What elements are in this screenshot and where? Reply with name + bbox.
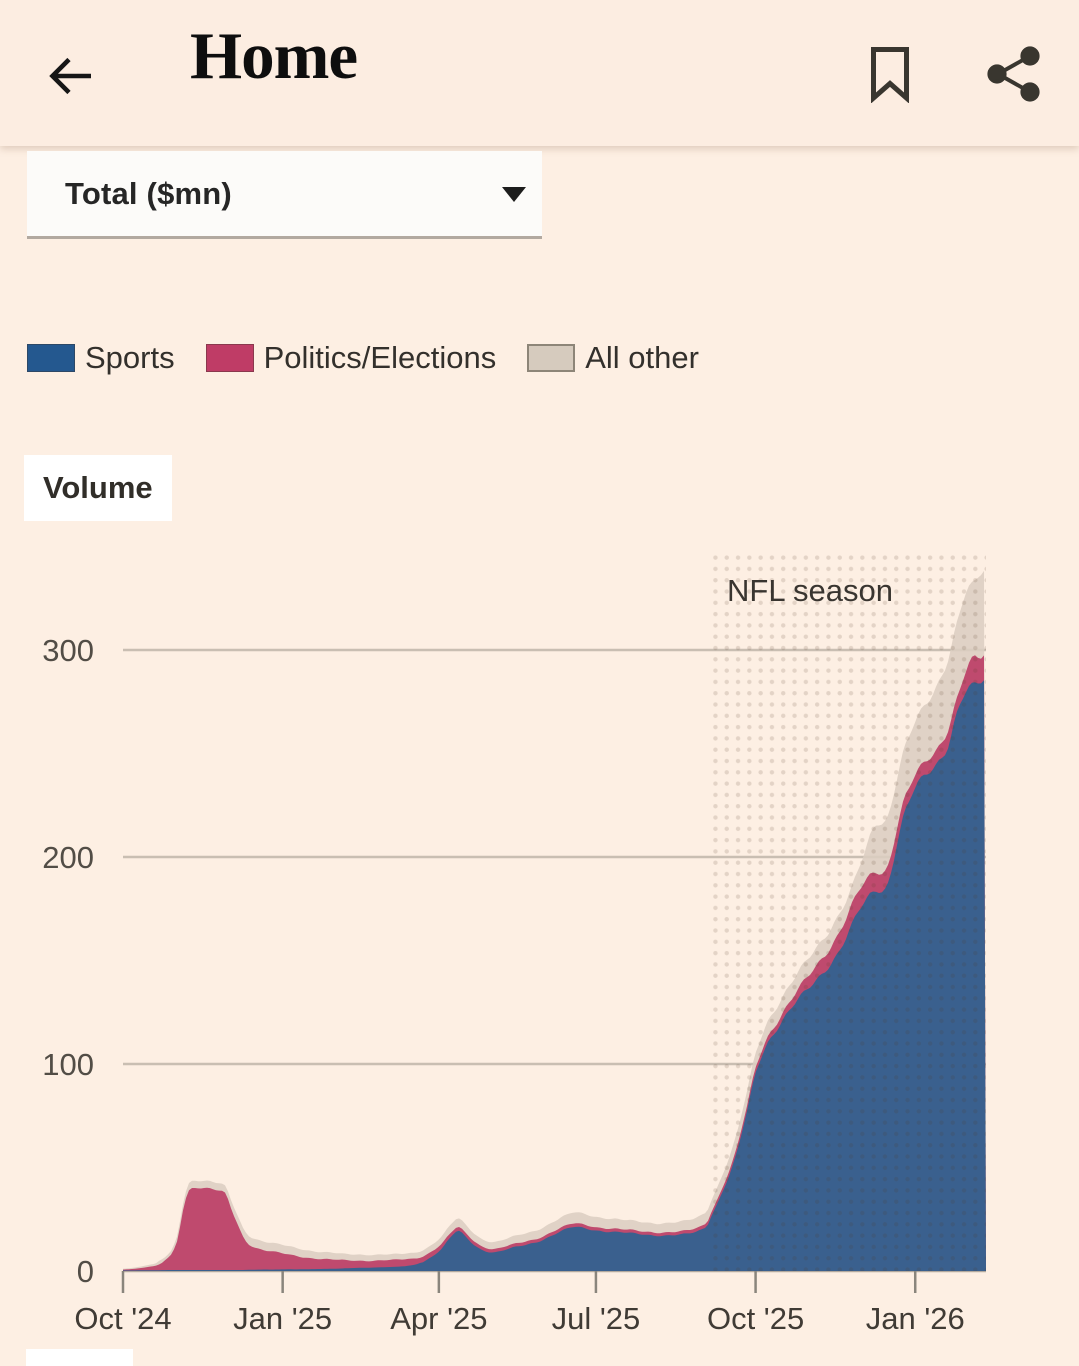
y-axis-label: 100 (42, 1047, 94, 1082)
y-axis-label: 300 (42, 633, 94, 668)
x-axis-label: Oct '25 (707, 1301, 804, 1336)
page-title: Home (190, 19, 358, 93)
nfl-season-annotation: NFL season (727, 573, 893, 608)
chart-legend: Sports Politics/Elections All other (27, 340, 730, 376)
politics-swatch (205, 344, 254, 372)
x-axis-label: Apr '25 (390, 1301, 487, 1336)
x-axis-label: Jan '26 (866, 1301, 965, 1336)
legend-label: All other (585, 340, 699, 375)
partial-next-element (26, 1349, 133, 1366)
x-axis-label: Jan '25 (233, 1301, 332, 1336)
all-other-swatch (527, 344, 576, 372)
legend-label: Politics/Elections (263, 340, 497, 375)
legend-item-all-other: All other (527, 340, 699, 376)
x-axis-label: Jul '25 (552, 1301, 641, 1336)
legend-item-politics: Politics/Elections (205, 340, 497, 376)
y-axis-label: 0 (77, 1254, 94, 1289)
back-arrow-icon (49, 57, 91, 95)
back-button[interactable] (44, 49, 98, 103)
bookmark-button[interactable] (869, 45, 911, 104)
nfl-season-region (709, 552, 986, 1271)
share-button[interactable] (987, 46, 1041, 102)
legend-label: Sports (85, 340, 175, 375)
volume-stacked-area-chart: 0 100 200 300 NFL season Oct '24 Jan '25 Apr '2… (42, 552, 986, 1336)
app-header: Home (0, 0, 1079, 146)
units-dropdown-value: Total ($mn) (65, 175, 232, 211)
bookmark-icon (871, 47, 909, 104)
chart-title: Volume (24, 455, 172, 521)
x-axis-label: Oct '24 (74, 1301, 171, 1336)
chevron-down-icon (502, 187, 526, 202)
units-dropdown[interactable]: Total ($mn) (27, 151, 542, 239)
share-icon (987, 46, 1040, 102)
sports-swatch (27, 344, 75, 372)
legend-item-sports: Sports (27, 340, 175, 376)
y-axis-label: 200 (42, 840, 94, 875)
